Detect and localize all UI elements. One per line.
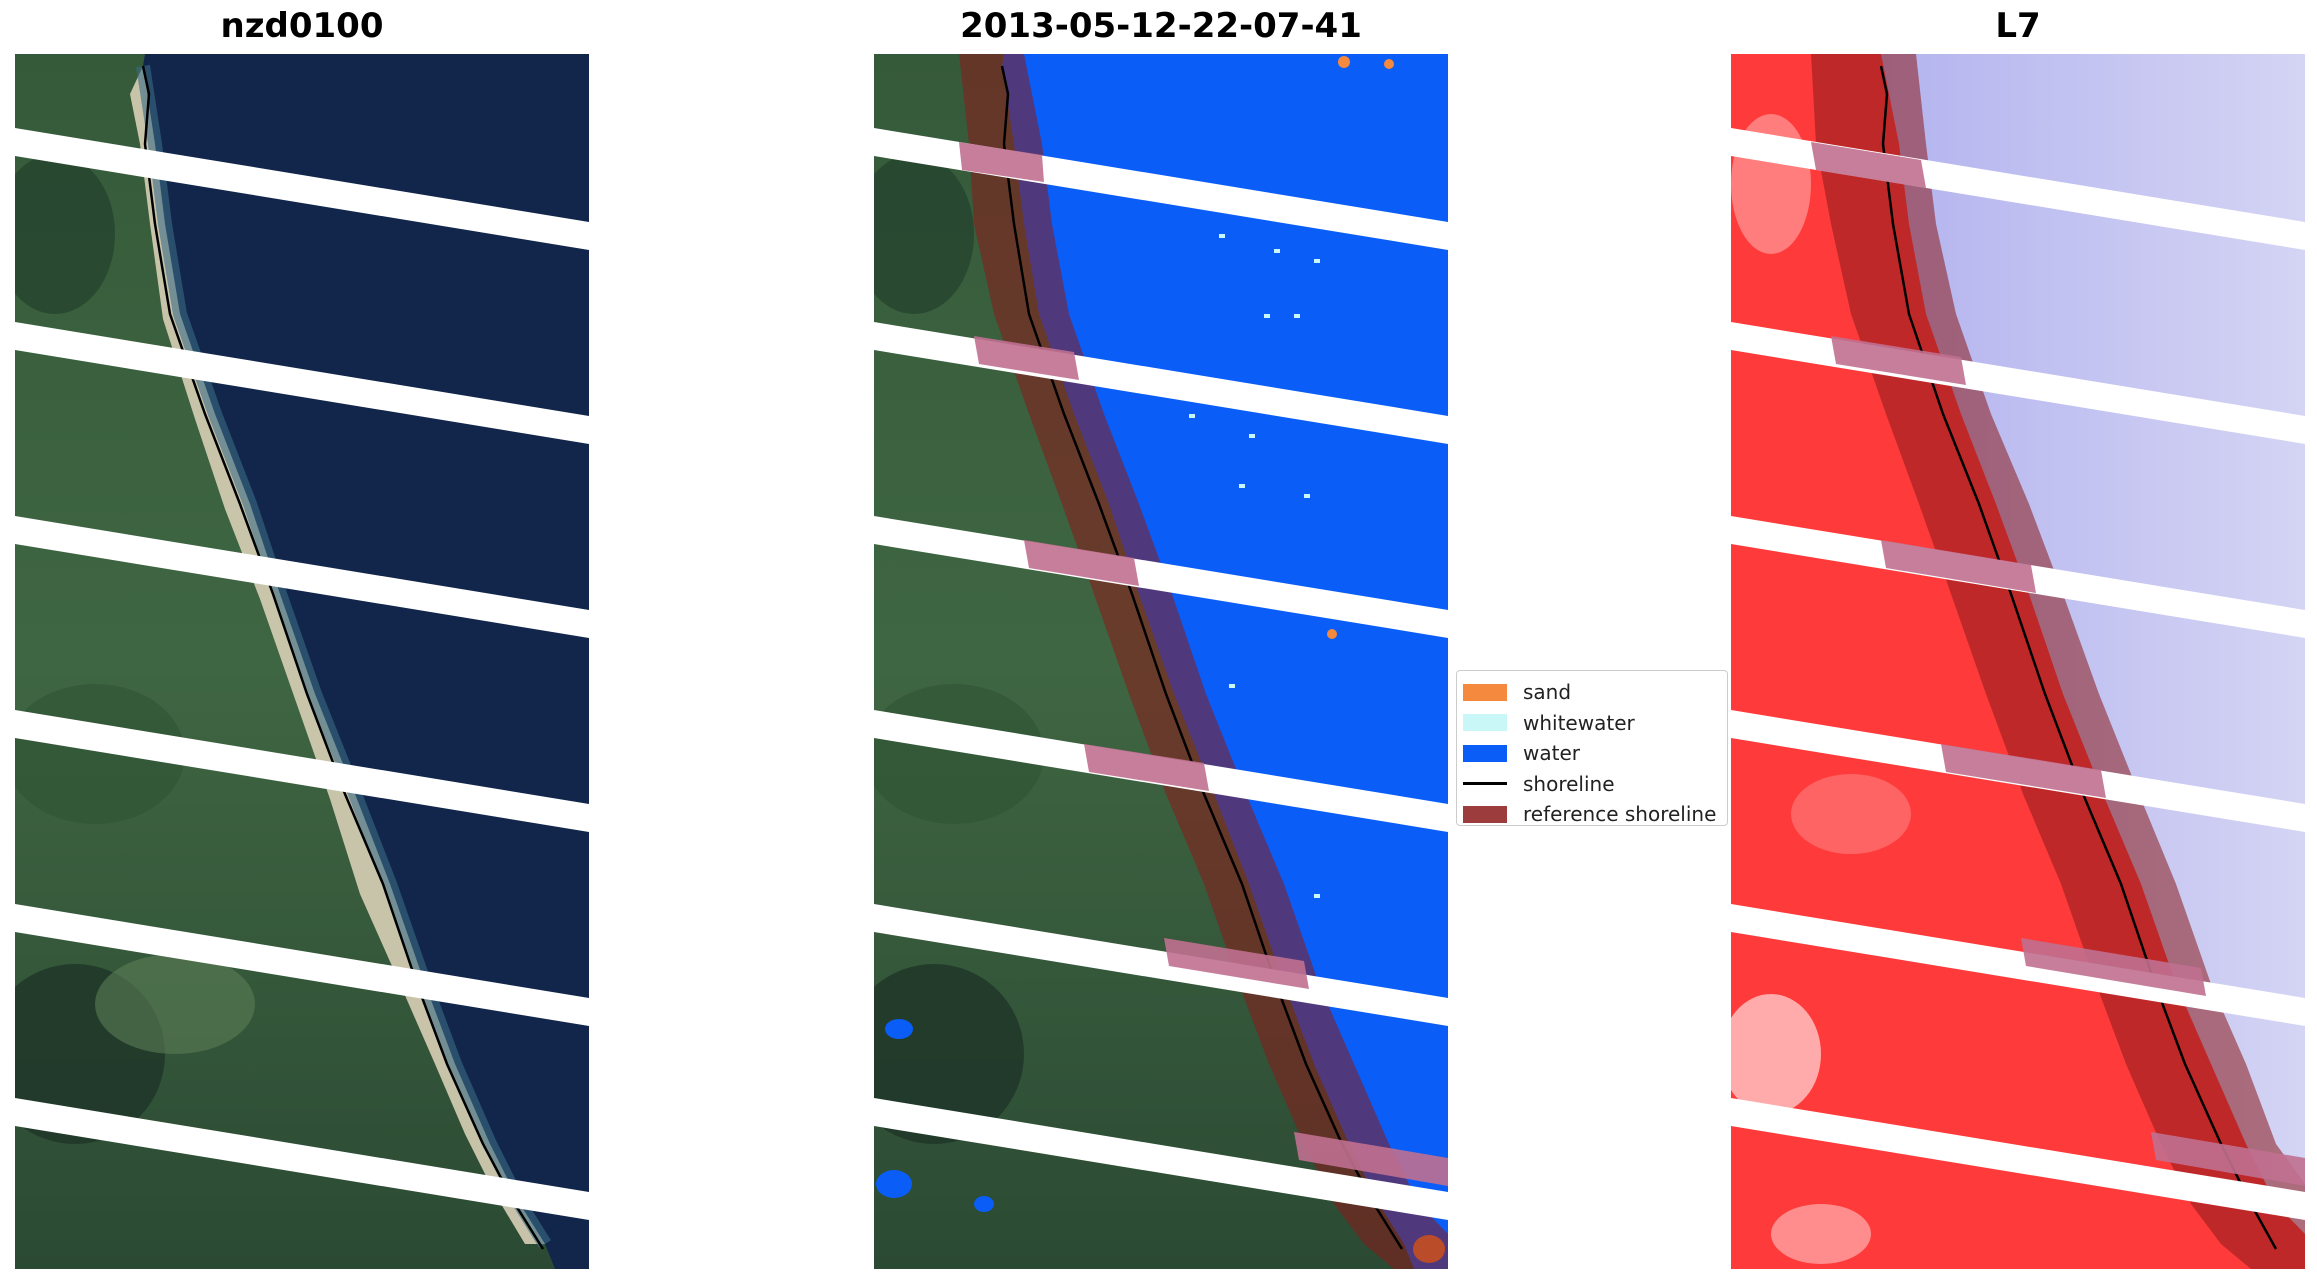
legend-item-water: water [1463, 738, 1727, 769]
whitewater-swatch [1463, 714, 1507, 732]
legend-label: whitewater [1523, 710, 1635, 735]
legend-label: reference shoreline [1523, 802, 1717, 827]
legend-item-shoreline: shoreline [1463, 769, 1727, 800]
legend-label: sand [1523, 680, 1572, 705]
index-image-panel [1731, 54, 2305, 1269]
legend-item-whitewater: whitewater [1463, 708, 1727, 739]
shoreline-line [1000, 65, 1404, 1250]
shoreline-line-sample [1463, 782, 1507, 786]
shoreline-line [141, 65, 545, 1250]
legend-item-sand: sand [1463, 677, 1727, 708]
shoreline-line [1879, 65, 2278, 1250]
classification-image [874, 54, 1448, 1269]
legend-label: water [1523, 741, 1580, 766]
index-image [1731, 54, 2305, 1269]
legend-item-reference-shoreline: reference shoreline [1463, 799, 1727, 830]
legend-label: shoreline [1523, 771, 1615, 796]
classification-panel [874, 54, 1448, 1269]
panel-title-rgb: nzd0100 [220, 6, 384, 46]
reference-shoreline-swatch [1463, 805, 1507, 823]
panel-title-index: L7 [1995, 6, 2041, 46]
rgb-image [15, 54, 589, 1269]
rgb-image-panel [15, 54, 589, 1269]
panel-title-classification: 2013-05-12-22-07-41 [960, 6, 1362, 46]
water-swatch [1463, 744, 1507, 762]
sand-swatch [1463, 683, 1507, 701]
scanline-gaps [15, 128, 589, 1220]
legend: sand whitewater water shoreline referenc… [1456, 670, 1728, 826]
